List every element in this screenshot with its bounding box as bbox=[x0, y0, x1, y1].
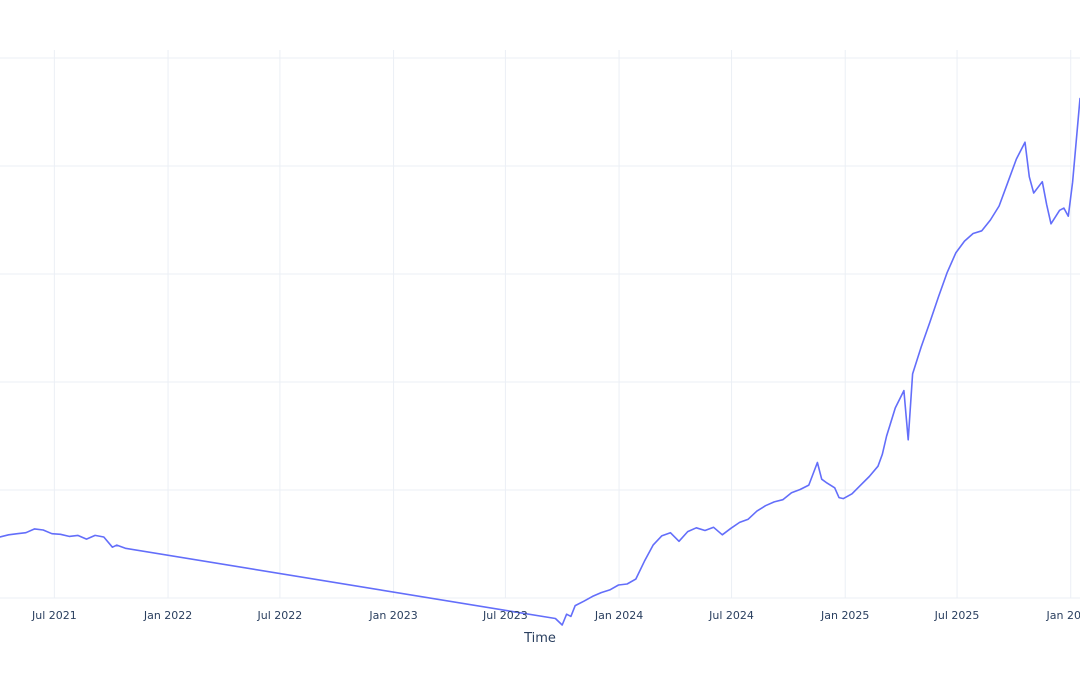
x-tick-label: Jan 2024 bbox=[594, 609, 643, 622]
x-axis-title: Time bbox=[523, 631, 556, 646]
x-tick-label: Jul 2025 bbox=[934, 609, 980, 622]
series-group bbox=[0, 97, 1080, 626]
grid-lines bbox=[0, 50, 1080, 599]
x-tick-label: Jul 2024 bbox=[708, 609, 754, 622]
x-axis-ticks: Jul 2021 Jan 2022 Jul 2022 Jan 2023 Jul 2023… bbox=[31, 609, 1080, 622]
x-tick-label: Jul 2023 bbox=[482, 609, 528, 622]
x-tick-label: Jan 2023 bbox=[368, 609, 417, 622]
x-tick-label: Jan 2025 bbox=[820, 609, 869, 622]
x-tick-label: Jan 2022 bbox=[143, 609, 192, 622]
series-line bbox=[0, 97, 1080, 626]
x-tick-label: Jul 2022 bbox=[257, 609, 303, 622]
x-tick-label: Jul 2021 bbox=[31, 609, 77, 622]
x-tick-label: Jan 2026 bbox=[1046, 609, 1080, 622]
